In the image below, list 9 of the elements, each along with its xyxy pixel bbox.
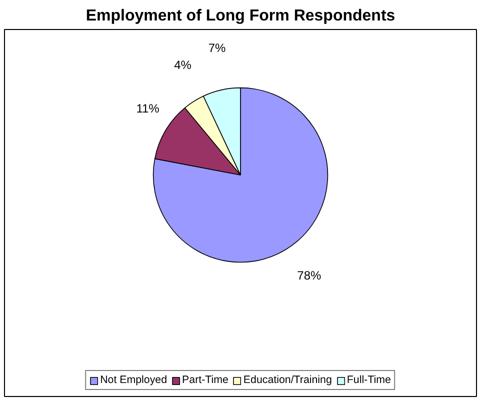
legend-label: Not Employed [100,374,168,386]
legend-label: Full-Time [346,374,391,386]
chart-title: Employment of Long Form Respondents [86,8,396,24]
data-label: 7% [208,40,226,55]
legend-label: Education/Training [243,374,332,386]
data-label: 4% [174,58,192,72]
legend-label: Part-Time [182,374,228,386]
data-label: 78% [297,268,322,282]
data-label: 11% [136,102,160,116]
